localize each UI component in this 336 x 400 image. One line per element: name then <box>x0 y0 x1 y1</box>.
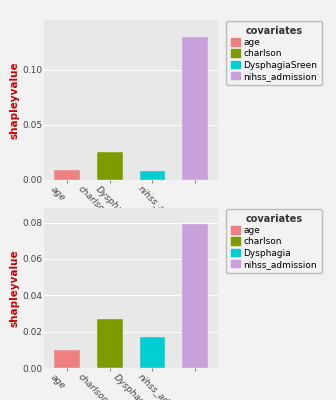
Bar <box>139 171 165 180</box>
Bar <box>54 350 80 368</box>
Legend: age, charlson, DysphagiaSreen, nihss_admission: age, charlson, DysphagiaSreen, nihss_adm… <box>226 21 322 85</box>
Bar <box>97 152 123 180</box>
Bar <box>182 224 208 368</box>
Legend: age, charlson, Dysphagia, nihss_admission: age, charlson, Dysphagia, nihss_admissio… <box>226 209 322 273</box>
Bar <box>182 36 208 180</box>
Bar <box>54 170 80 180</box>
Bar <box>97 319 123 368</box>
Bar <box>139 337 165 368</box>
Y-axis label: shapleyvalue: shapleyvalue <box>9 249 19 327</box>
X-axis label: covariates: covariates <box>100 262 162 272</box>
Y-axis label: shapleyvalue: shapleyvalue <box>9 61 19 139</box>
